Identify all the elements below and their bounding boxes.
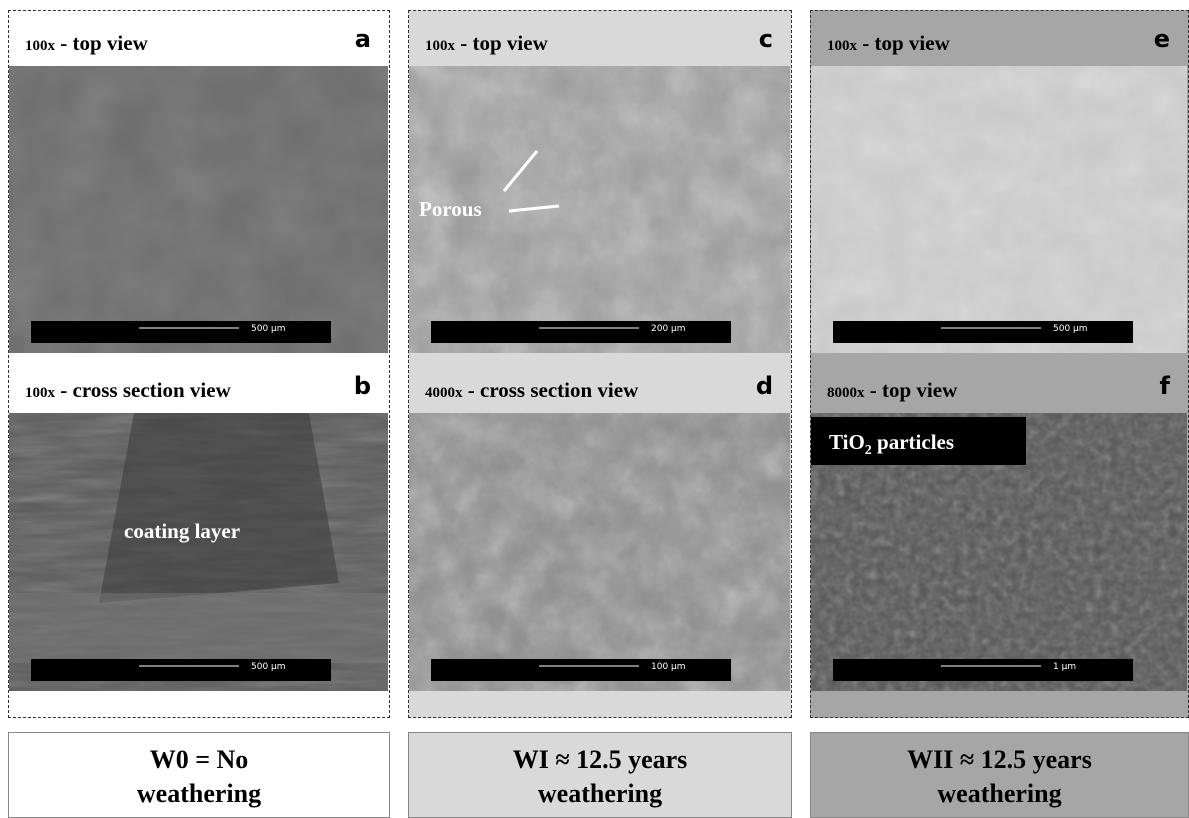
sem-image: 500 µm coating layer [9, 413, 388, 691]
figure: 100x - top view a 500 µm 100x - cross secti… [0, 0, 1189, 818]
panel-title: 100x - top view [25, 31, 148, 56]
scale-label: 500 µm [251, 662, 286, 672]
magnification: 100x [827, 38, 857, 54]
scale-label: 500 µm [251, 324, 286, 334]
image-texture [409, 413, 790, 691]
view-label: - top view [460, 31, 548, 55]
scale-label: 500 µm [1053, 324, 1088, 334]
panel-letter: c [759, 25, 773, 53]
sem-image: 500 µm [811, 66, 1187, 353]
panel-header: 8000x - top view f [811, 358, 1188, 413]
annotation-part: 2 [865, 443, 872, 458]
view-label: - cross section view [468, 378, 639, 402]
panel-letter: b [354, 372, 371, 400]
panel-header: 100x - cross section view b [9, 358, 389, 413]
scale-label: 100 µm [651, 662, 686, 672]
magnification: 8000x [827, 385, 865, 401]
view-label: - top view [870, 378, 958, 402]
scale-strip [431, 321, 731, 343]
sem-image: 100 µm [409, 413, 790, 691]
footer-line: W0 = No [9, 743, 389, 777]
scale-strip [431, 659, 731, 681]
coating-region [99, 413, 339, 603]
panel-title: 4000x - cross section view [425, 378, 638, 403]
panel-header: 4000x - cross section view d [409, 358, 791, 413]
view-label: - top view [862, 31, 950, 55]
panel-title: 8000x - top view [827, 378, 957, 403]
panel-letter: f [1160, 372, 1170, 400]
footer-line: weathering [811, 777, 1188, 811]
panel-header: 100x - top view c [409, 11, 791, 66]
substrate [9, 593, 388, 663]
view-label: - cross section view [60, 378, 231, 402]
sem-image: 200 µm Porous [409, 66, 790, 353]
footer-line: WI ≈ 12.5 years [409, 743, 791, 777]
scale-strip [31, 659, 331, 681]
panel-letter: e [1154, 25, 1170, 53]
annotation: coating layer [124, 519, 240, 543]
scale-strip [31, 321, 331, 343]
annotation: TiO2 particles [829, 430, 954, 458]
panel-column: 100x - top view a 500 µm 100x - cross secti… [8, 10, 390, 718]
image-texture [811, 66, 1187, 353]
footer-line: WII ≈ 12.5 years [811, 743, 1188, 777]
panel-column: 100x - top view e 500 µm 8000x - top view f 1… [810, 10, 1189, 718]
magnification: 100x [425, 38, 455, 54]
panel-title: 100x - top view [827, 31, 950, 56]
sem-image: 500 µm [9, 66, 388, 353]
scale-label: 200 µm [651, 324, 686, 334]
annotation: Porous [419, 197, 482, 221]
panel-title: 100x - cross section view [25, 378, 231, 403]
image-texture [9, 66, 388, 353]
magnification: 100x [25, 385, 55, 401]
panel-letter: a [355, 25, 371, 53]
panel-header: 100x - top view e [811, 11, 1188, 66]
magnification: 4000x [425, 385, 463, 401]
panel-column: 100x - top view c 200 µm Porous 4000x - cros… [408, 10, 792, 718]
footer-line: weathering [9, 777, 389, 811]
annotation-part: TiO [829, 430, 865, 454]
panel-header: 100x - top view a [9, 11, 389, 66]
view-label: - top view [60, 31, 148, 55]
panel-letter: d [756, 372, 773, 400]
annotation-part: particles [872, 430, 954, 454]
footer-line: weathering [409, 777, 791, 811]
magnification: 100x [25, 38, 55, 54]
scale-strip [833, 321, 1133, 343]
sem-image: 1 µm TiO2 particles [811, 413, 1187, 691]
scale-strip [833, 659, 1133, 681]
scale-label: 1 µm [1053, 662, 1076, 672]
panel-title: 100x - top view [425, 31, 548, 56]
